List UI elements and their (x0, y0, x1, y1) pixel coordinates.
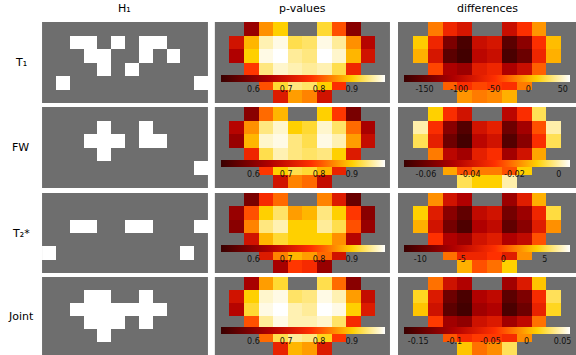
svg-text:0.7: 0.7 (280, 170, 293, 179)
svg-text:0.6: 0.6 (247, 337, 260, 346)
svg-text:-0.02: -0.02 (504, 170, 525, 179)
svg-text:0.05: 0.05 (554, 337, 572, 346)
svg-text:-0.06: -0.06 (416, 170, 437, 179)
svg-text:0.8: 0.8 (313, 85, 326, 94)
svg-text:0: 0 (524, 337, 529, 346)
svg-text:-5: -5 (458, 255, 466, 264)
svg-text:0.9: 0.9 (345, 85, 358, 94)
svg-text:0.6: 0.6 (247, 255, 260, 264)
svg-text:50: 50 (558, 85, 568, 94)
svg-text:-0.05: -0.05 (480, 337, 501, 346)
svg-text:-0.1: -0.1 (446, 337, 462, 346)
svg-text:0: 0 (501, 255, 506, 264)
svg-text:p-values: p-values (279, 2, 326, 15)
svg-text:-150: -150 (415, 85, 433, 94)
svg-text:0.7: 0.7 (280, 255, 293, 264)
svg-text:-0.15: -0.15 (408, 337, 429, 346)
svg-text:0.6: 0.6 (247, 170, 260, 179)
svg-text:0.8: 0.8 (313, 255, 326, 264)
svg-text:0.7: 0.7 (280, 85, 293, 94)
svg-text:-0.04: -0.04 (460, 170, 481, 179)
svg-text:T₁: T₁ (15, 56, 27, 69)
svg-text:Joint: Joint (8, 310, 34, 323)
svg-text:0.8: 0.8 (313, 170, 326, 179)
svg-text:0: 0 (556, 170, 561, 179)
svg-text:0: 0 (526, 85, 531, 94)
svg-text:0.8: 0.8 (313, 337, 326, 346)
svg-text:FW: FW (12, 141, 29, 154)
svg-text:0.7: 0.7 (280, 337, 293, 346)
svg-text:-100: -100 (450, 85, 468, 94)
svg-text:-10: -10 (414, 255, 427, 264)
svg-text:0.9: 0.9 (345, 337, 358, 346)
svg-text:0.9: 0.9 (345, 170, 358, 179)
svg-text:differences: differences (457, 2, 518, 15)
svg-text:0.9: 0.9 (345, 255, 358, 264)
svg-text:0.6: 0.6 (247, 85, 260, 94)
svg-text:T₂*: T₂* (12, 227, 30, 240)
svg-text:5: 5 (542, 255, 547, 264)
svg-text:-50: -50 (487, 85, 500, 94)
svg-text:H₁: H₁ (118, 2, 131, 15)
